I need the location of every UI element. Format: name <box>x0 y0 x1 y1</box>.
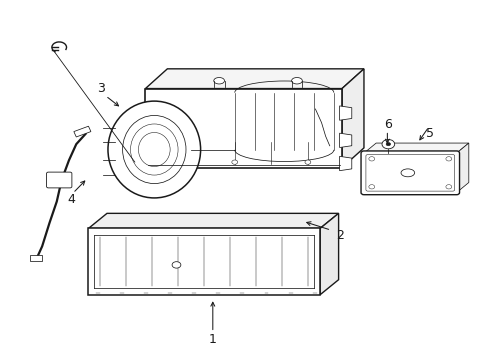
Polygon shape <box>339 133 351 148</box>
Polygon shape <box>145 69 363 89</box>
Polygon shape <box>339 156 351 171</box>
Ellipse shape <box>108 101 200 198</box>
Text: 6: 6 <box>384 118 391 131</box>
Text: 1: 1 <box>208 333 216 346</box>
Ellipse shape <box>368 185 374 189</box>
Ellipse shape <box>445 157 451 161</box>
Polygon shape <box>88 228 320 295</box>
Ellipse shape <box>381 139 394 149</box>
Ellipse shape <box>213 77 224 84</box>
Ellipse shape <box>386 143 390 146</box>
Ellipse shape <box>291 77 302 84</box>
Polygon shape <box>88 213 338 228</box>
Polygon shape <box>363 143 468 153</box>
Polygon shape <box>320 213 338 295</box>
Ellipse shape <box>368 157 374 161</box>
Polygon shape <box>339 106 351 120</box>
Text: 2: 2 <box>335 229 343 242</box>
Ellipse shape <box>231 160 237 164</box>
Ellipse shape <box>122 116 185 184</box>
Polygon shape <box>74 126 91 137</box>
Text: 3: 3 <box>97 82 104 95</box>
Text: 4: 4 <box>67 193 75 206</box>
FancyBboxPatch shape <box>46 172 72 188</box>
Polygon shape <box>30 255 42 261</box>
Polygon shape <box>456 143 468 193</box>
Polygon shape <box>145 89 341 168</box>
Ellipse shape <box>400 169 414 177</box>
Polygon shape <box>341 69 363 168</box>
Ellipse shape <box>172 262 181 268</box>
FancyBboxPatch shape <box>360 151 459 195</box>
Ellipse shape <box>305 160 310 164</box>
Text: 5: 5 <box>425 127 433 140</box>
Ellipse shape <box>445 185 451 189</box>
